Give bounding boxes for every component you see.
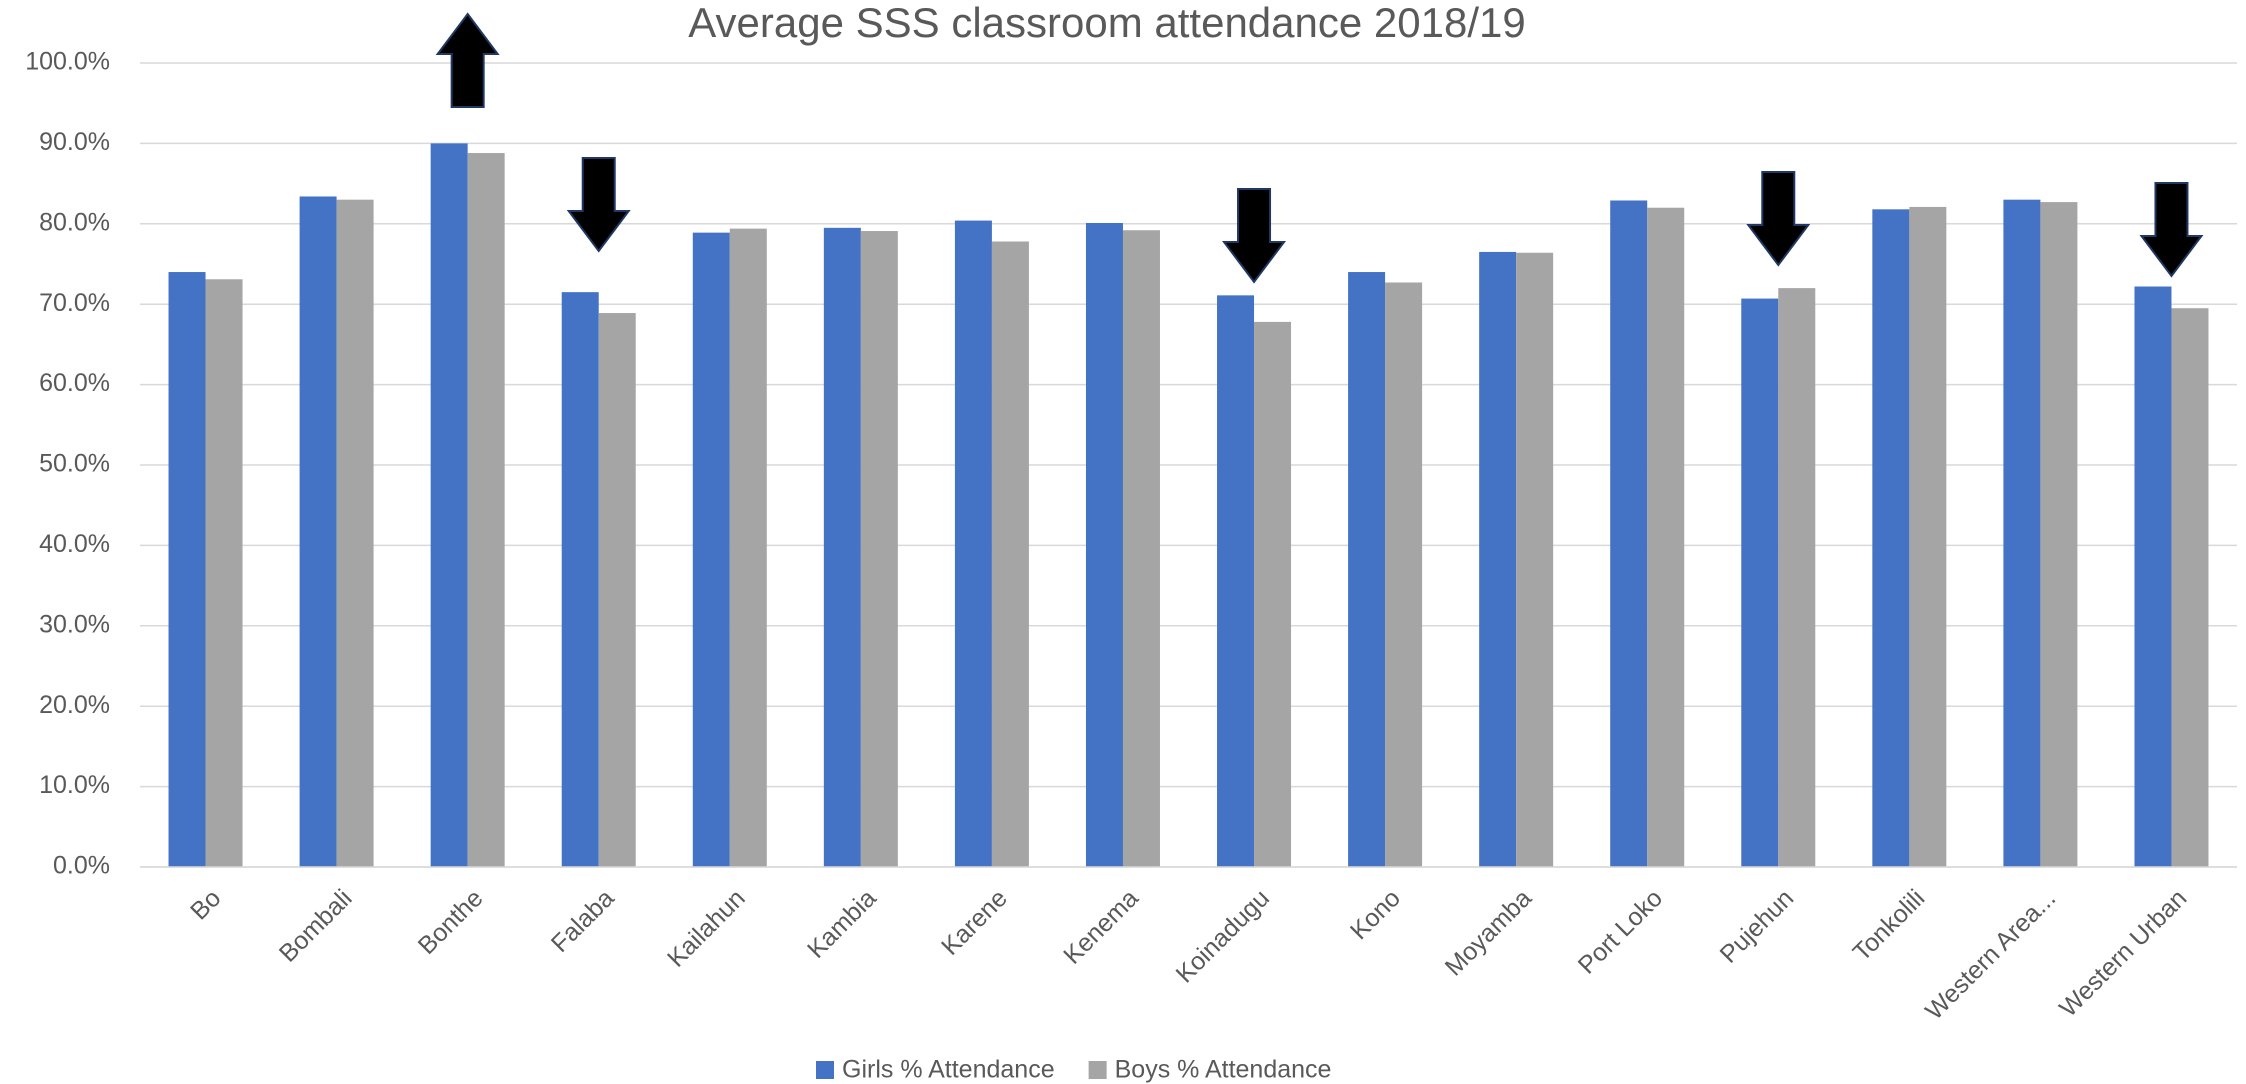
bar <box>2003 199 2041 867</box>
legend-label: Boys % Attendance <box>1115 1056 1332 1084</box>
x-tick-label: Kambia <box>802 884 882 964</box>
x-tick-label: Tonkolili <box>1848 884 1931 967</box>
bar <box>467 153 505 868</box>
y-tick-label: 90.0% <box>39 128 110 156</box>
x-tick-label: Port Loko <box>1573 884 1668 979</box>
x-tick-label: Western Urban <box>2054 884 2192 1022</box>
bar <box>1647 207 1685 868</box>
y-tick-label: 20.0% <box>39 691 110 719</box>
y-tick-label: 50.0% <box>39 450 110 478</box>
legend-swatch <box>816 1061 834 1079</box>
bar <box>1516 252 1554 867</box>
bar <box>729 228 767 867</box>
arrow <box>1222 188 1287 284</box>
bar <box>598 313 636 867</box>
bar <box>430 143 468 867</box>
bar <box>1348 272 1386 867</box>
bar <box>1479 251 1517 867</box>
arrow <box>2139 182 2204 278</box>
y-tick-label: 30.0% <box>39 610 110 638</box>
y-tick-label: 40.0% <box>39 530 110 558</box>
x-tick-label: Kailahun <box>662 884 751 973</box>
bar <box>954 220 992 868</box>
arrow <box>435 12 500 108</box>
bar <box>2134 286 2172 868</box>
legend-swatch <box>1088 1061 1107 1079</box>
x-tick-label: Bo <box>185 884 226 925</box>
y-tick-label: 60.0% <box>39 369 110 397</box>
arrow <box>566 157 631 253</box>
legend-label: Girls % Attendance <box>842 1056 1055 1084</box>
chart-title: Average SSS classroom attendance 2018/19 <box>688 0 1525 46</box>
y-tick-label: 10.0% <box>39 771 110 799</box>
x-tick-label: Kenema <box>1058 884 1144 970</box>
x-tick-label: Moyamba <box>1440 884 1537 981</box>
bar <box>860 231 898 867</box>
bar <box>168 272 206 867</box>
bar <box>336 199 374 867</box>
x-tick-label: Western Area... <box>1920 884 2061 1025</box>
bar <box>561 292 599 867</box>
y-tick-label: 70.0% <box>39 289 110 317</box>
bar <box>1778 288 1816 867</box>
bar <box>823 227 861 867</box>
x-tick-label: Koinadugu <box>1171 884 1275 988</box>
bar <box>1085 222 1123 868</box>
bar <box>692 232 730 868</box>
bar <box>1385 282 1423 867</box>
bar <box>1741 298 1779 867</box>
x-tick-label: Kono <box>1345 884 1406 945</box>
y-tick-label: 100.0% <box>25 48 110 76</box>
x-tick-label: Pujehun <box>1715 884 1800 969</box>
x-tick-label: Bonthe <box>413 884 489 960</box>
bar <box>1872 209 1910 867</box>
bar <box>2171 308 2209 868</box>
bar <box>1610 200 1648 867</box>
bar <box>1217 295 1255 868</box>
bar <box>1909 206 1947 867</box>
x-tick-label: Karene <box>936 884 1013 961</box>
bar <box>991 241 1029 867</box>
y-tick-label: 80.0% <box>39 208 110 236</box>
x-tick-label: Bombali <box>274 884 358 968</box>
arrow <box>1746 171 1811 267</box>
bar <box>205 279 243 867</box>
bar <box>2040 202 2078 868</box>
bar <box>1254 321 1292 867</box>
y-tick-label: 0.0% <box>53 852 110 880</box>
x-tick-label: Falaba <box>546 884 620 958</box>
bar <box>1122 230 1160 867</box>
bar <box>299 196 337 868</box>
